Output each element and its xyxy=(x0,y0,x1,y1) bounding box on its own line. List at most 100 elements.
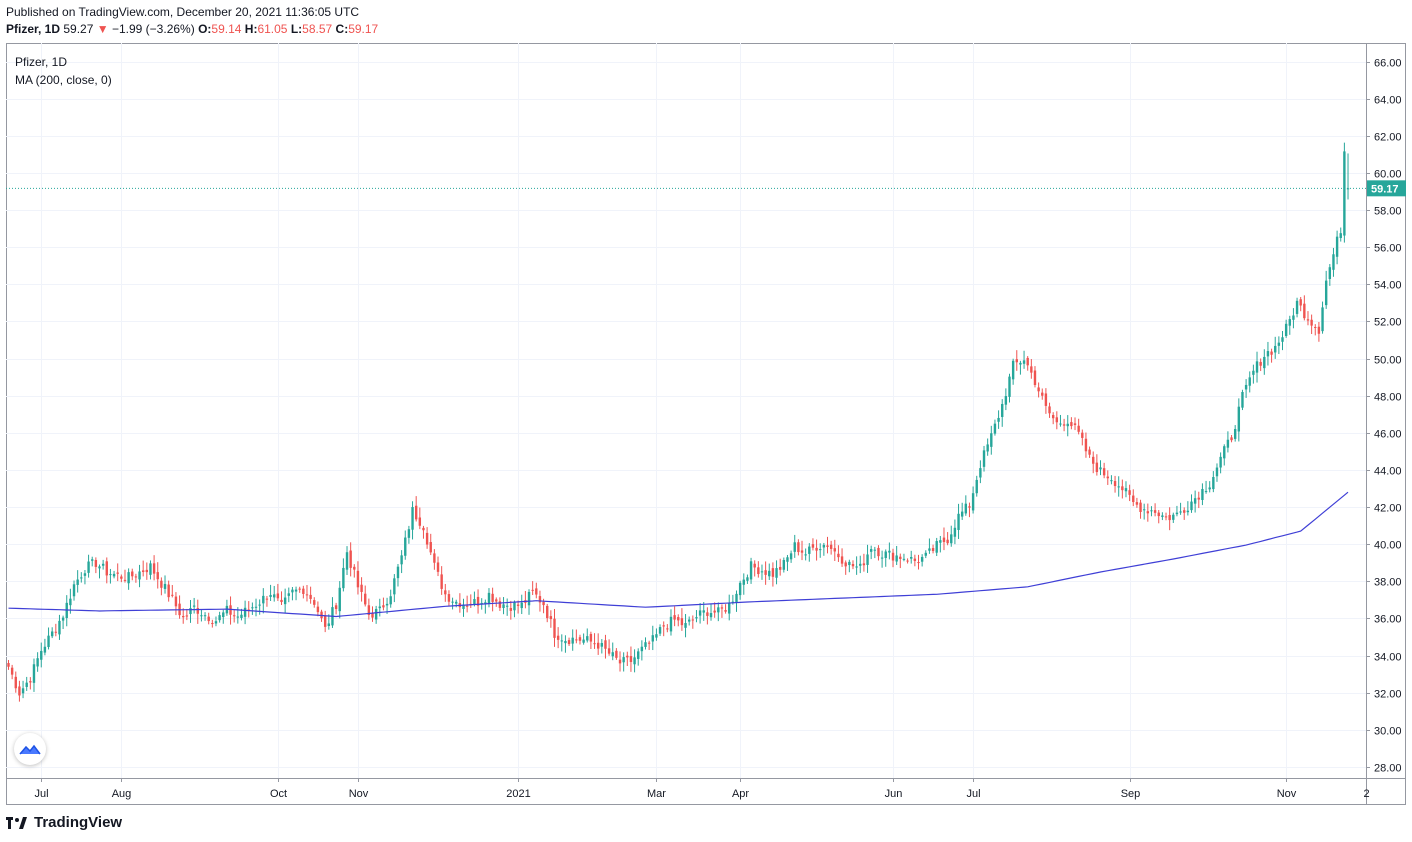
candle-body xyxy=(273,594,276,598)
candle xyxy=(578,634,582,645)
candle-body xyxy=(997,417,1000,422)
symbol-label[interactable]: Pfizer, 1D xyxy=(6,22,61,36)
candle-body xyxy=(313,600,316,605)
last-price-tag: 59.17 xyxy=(1367,180,1406,197)
time-tick-label: Apr xyxy=(732,788,749,800)
candle-body xyxy=(425,532,429,545)
candle-body xyxy=(1135,502,1139,505)
candle xyxy=(360,577,363,602)
candle-body xyxy=(1230,437,1233,441)
candle-body xyxy=(986,444,989,452)
candle-body xyxy=(531,589,534,591)
candle xyxy=(655,628,658,641)
footer-logo[interactable]: TradingView xyxy=(6,814,122,831)
candle-body xyxy=(320,611,323,619)
candle-body xyxy=(1317,326,1321,334)
candle xyxy=(1113,475,1117,493)
candle-body xyxy=(72,584,76,597)
candle xyxy=(611,642,614,661)
candle xyxy=(673,606,676,627)
candle xyxy=(1266,341,1270,366)
candle xyxy=(1073,417,1077,431)
candle-body xyxy=(36,658,39,667)
candle-body xyxy=(1132,495,1135,503)
candle-body xyxy=(1157,512,1160,517)
candle xyxy=(50,627,54,639)
candle-body xyxy=(1263,356,1266,369)
candle xyxy=(229,596,232,625)
candle xyxy=(436,556,440,577)
candle-body xyxy=(953,527,957,537)
candle xyxy=(946,532,949,546)
price-axis[interactable]: 28.00 30.00 32.00 34.00 36.00 38.00 40.00 42.00… xyxy=(1366,58,1402,775)
candle-body xyxy=(32,664,36,683)
candle xyxy=(7,659,10,670)
candle-body xyxy=(687,619,691,622)
candle-body xyxy=(520,602,523,609)
candle-body xyxy=(564,640,567,644)
candle xyxy=(884,549,887,567)
time-axis[interactable]: Jul Aug Oct Nov 2021 Mar Apr Jun Jul Sep Nov 2 xyxy=(34,778,1370,800)
candle xyxy=(873,546,877,559)
candle-body xyxy=(939,540,942,543)
candle-body xyxy=(1292,315,1295,320)
price-tick-label: 30.00 xyxy=(1374,726,1402,738)
candle xyxy=(112,570,116,579)
candle xyxy=(1230,434,1233,443)
chart-legend: Pfizer, 1D MA (200, close, 0) xyxy=(15,53,112,89)
candle-body xyxy=(855,566,858,568)
candle-body xyxy=(367,605,371,616)
candle-body xyxy=(218,615,221,621)
candle xyxy=(145,562,149,580)
close-value: 59.17 xyxy=(348,22,379,36)
candle-body xyxy=(1310,319,1313,326)
candle-body xyxy=(1168,515,1171,521)
chart-border xyxy=(6,43,1406,805)
candle xyxy=(276,583,280,601)
candle-body xyxy=(920,556,924,562)
candle xyxy=(149,560,152,580)
candle xyxy=(1274,336,1277,359)
open-value: 59.14 xyxy=(211,22,242,36)
candle-body xyxy=(378,606,381,609)
candle xyxy=(280,591,283,606)
candle-body xyxy=(1081,432,1084,438)
candle xyxy=(855,556,858,575)
candle xyxy=(1310,314,1313,335)
candle xyxy=(666,624,669,633)
candle xyxy=(1121,479,1124,499)
candle xyxy=(429,533,432,556)
candle xyxy=(775,560,778,585)
candle xyxy=(782,557,786,573)
candle xyxy=(116,563,119,582)
candle-body xyxy=(582,639,585,643)
candle xyxy=(575,629,578,644)
candle xyxy=(629,646,633,672)
candle-body xyxy=(338,587,341,612)
price-chart[interactable]: 28.00 30.00 32.00 34.00 36.00 38.00 40.00 42.00… xyxy=(6,43,1406,805)
candle xyxy=(1001,399,1004,427)
candle xyxy=(414,496,418,522)
candle xyxy=(640,640,644,661)
candle-body xyxy=(1161,515,1164,517)
candle-body xyxy=(600,643,604,647)
candle-body xyxy=(76,579,79,585)
tradingview-badge[interactable] xyxy=(14,733,46,765)
candle xyxy=(491,587,494,612)
candle xyxy=(418,507,422,530)
candle xyxy=(1332,247,1335,277)
legend-indicator[interactable]: MA (200, close, 0) xyxy=(15,73,112,87)
candle xyxy=(822,542,826,556)
legend-series-title[interactable]: Pfizer, 1D xyxy=(15,55,68,69)
candle-body xyxy=(276,593,280,599)
candle xyxy=(826,536,829,554)
candle xyxy=(1048,402,1051,418)
candle xyxy=(1168,507,1171,531)
candle-body xyxy=(786,557,789,562)
candle-body xyxy=(396,566,400,579)
candle xyxy=(1277,336,1281,355)
candle-body xyxy=(742,579,745,585)
candle xyxy=(560,634,563,652)
price-tick-label: 54.00 xyxy=(1374,280,1402,292)
candle xyxy=(196,599,199,624)
